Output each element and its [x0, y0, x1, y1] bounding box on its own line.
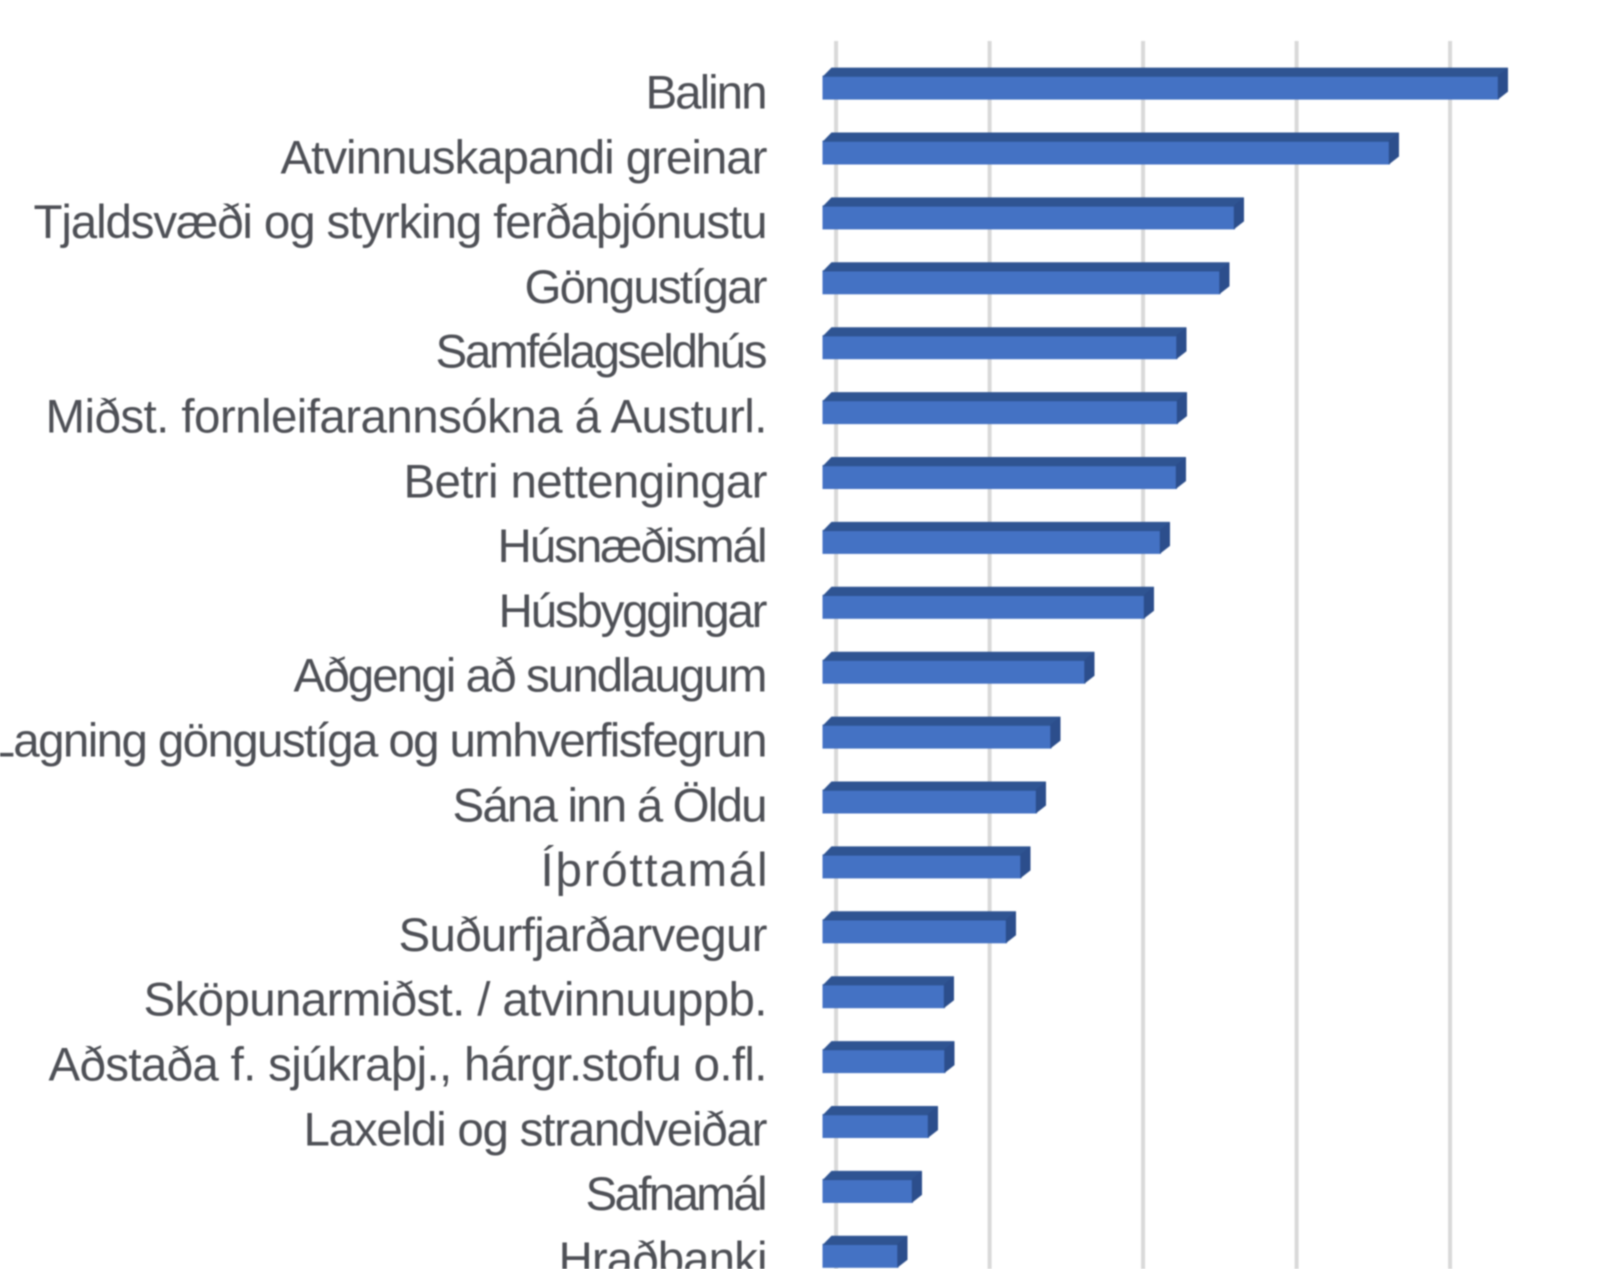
svg-text:Betri nettengingar: Betri nettengingar [404, 455, 768, 508]
svg-text:Aðstaða f. sjúkraþj., hárgr.st: Aðstaða f. sjúkraþj., hárgr.stofu o.fl. [49, 1039, 768, 1092]
svg-text:Safnamál: Safnamál [586, 1168, 768, 1221]
svg-text:Samfélagseldhús: Samfélagseldhús [436, 326, 768, 379]
svg-text:Lagning göngustíga og umhverfi: Lagning göngustíga og umhverfisfegrun [0, 715, 768, 768]
svg-text:Húsnæðismál: Húsnæðismál [498, 520, 768, 573]
svg-text:Sköpunarmiðst. / atvinnuuppb.: Sköpunarmiðst. / atvinnuuppb. [144, 974, 768, 1027]
svg-text:Laxeldi og strandveiðar: Laxeldi og strandveiðar [304, 1103, 768, 1156]
svg-text:Hraðbanki: Hraðbanki [559, 1233, 768, 1269]
svg-text:Suðurfjarðarvegur: Suðurfjarðarvegur [399, 909, 768, 962]
svg-text:Aðgengi að sundlaugum: Aðgengi að sundlaugum [294, 650, 768, 703]
svg-text:Balinn: Balinn [646, 67, 768, 120]
svg-text:Húsbyggingar: Húsbyggingar [499, 585, 768, 638]
svg-text:Íþróttamál: Íþróttamál [541, 844, 768, 897]
svg-text:Sána inn á Öldu: Sána inn á Öldu [453, 779, 768, 832]
svg-text:Miðst. fornleifarannsókna á Au: Miðst. fornleifarannsókna á Austurl. [46, 391, 768, 444]
svg-text:Tjaldsvæði og styrking ferðaþj: Tjaldsvæði og styrking ferðaþjónustu [34, 196, 768, 249]
svg-text:Göngustígar: Göngustígar [525, 261, 768, 314]
svg-text:Atvinnuskapandi greinar: Atvinnuskapandi greinar [281, 131, 768, 184]
